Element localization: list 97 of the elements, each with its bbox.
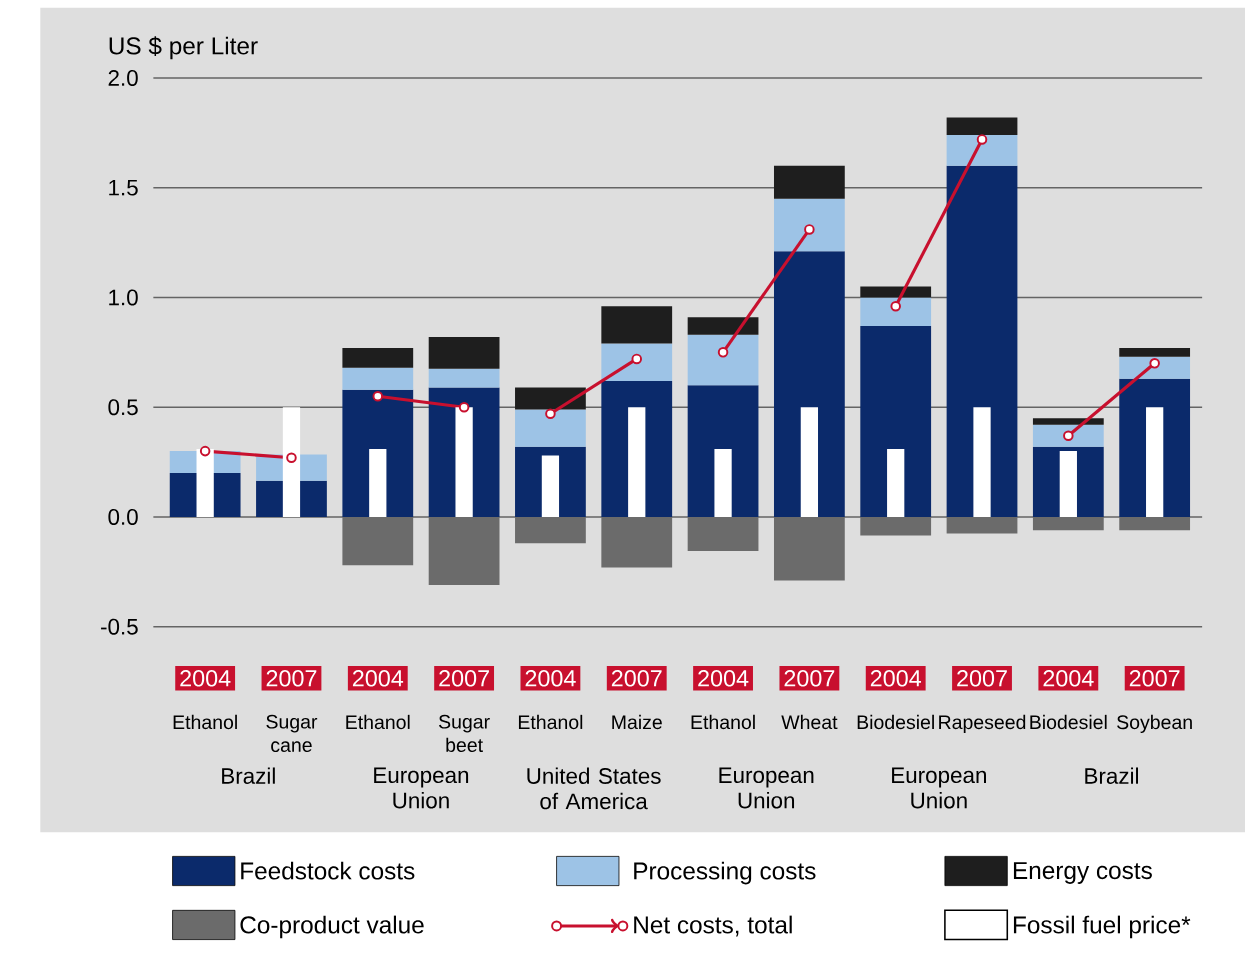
text: European Union (719, 767, 814, 809)
x-tick-label: 2004 (352, 670, 404, 687)
bar (1032, 424, 1104, 447)
y-tick-label: 1.5 (109, 179, 138, 196)
legend-label: Net costs, total (634, 915, 792, 937)
bar (1059, 451, 1077, 518)
bar (428, 368, 500, 388)
bar (714, 449, 732, 518)
bar (541, 455, 560, 518)
text: Sugar cane (266, 714, 318, 753)
y-axis-title: US $ per Liter (109, 36, 258, 60)
x-tick-label: 2007 (611, 670, 662, 687)
bar (860, 297, 932, 327)
bar (887, 449, 905, 518)
point (372, 391, 384, 402)
point (976, 134, 988, 145)
point (545, 408, 556, 420)
text: European Union (892, 767, 986, 809)
bar (973, 407, 991, 518)
point (199, 445, 211, 457)
point (1149, 358, 1160, 369)
y-tick-label: 0.5 (108, 399, 138, 416)
bar (369, 449, 387, 518)
bar (601, 517, 673, 568)
text: Biodesiel (857, 714, 934, 730)
legend-label: Processing costs (634, 861, 816, 885)
y-tick-label: 1.0 (109, 289, 138, 306)
bar (1119, 517, 1191, 531)
legend-label: Energy costs (1013, 862, 1152, 885)
text: Brazil (222, 767, 275, 784)
x-tick-label: 2004 (870, 670, 922, 687)
x-tick-label: 2007 (266, 670, 317, 687)
bar (282, 407, 301, 518)
text: European Union (374, 767, 469, 809)
bar (1032, 418, 1104, 425)
text: Sugar beet (438, 714, 490, 753)
x-tick-label: 2004 (180, 670, 231, 687)
x-tick-label: 2007 (1129, 670, 1180, 687)
point (458, 402, 470, 413)
text: Ethanol (346, 714, 410, 730)
bar (1119, 356, 1191, 379)
text: United States of America (527, 767, 661, 810)
y-tick-label: -0.5 (101, 618, 138, 635)
bar (515, 409, 586, 447)
bar (1119, 348, 1191, 357)
bar (773, 198, 845, 252)
bar (601, 306, 673, 344)
point (890, 301, 901, 312)
x-tick-label: 2004 (698, 670, 749, 687)
text: Biodesiel (1030, 714, 1107, 730)
point (1063, 430, 1074, 442)
text: Soybean (1117, 714, 1192, 734)
y-tick-label: 0.0 (108, 509, 138, 525)
text: Ethanol (518, 714, 583, 730)
bar (1146, 407, 1164, 518)
point (804, 224, 815, 235)
bar (428, 517, 500, 586)
x-tick-label: 2007 (439, 670, 489, 687)
legend-label: Co-product value (240, 915, 424, 939)
bar (628, 407, 646, 518)
text: Brazil (1085, 767, 1139, 784)
bar (342, 367, 414, 390)
bar (1032, 517, 1104, 531)
bar (687, 317, 759, 335)
bar (428, 337, 500, 369)
bar (946, 165, 1018, 518)
bar (515, 387, 586, 410)
bar (860, 517, 932, 536)
bar (773, 165, 845, 199)
legend-label: Feedstock costs (241, 861, 415, 880)
text: Wheat (781, 714, 838, 730)
x-tick-label: 2007 (957, 670, 1007, 687)
point (717, 347, 729, 358)
bar (860, 286, 932, 298)
bar (773, 517, 845, 581)
x-tick-label: 2004 (1043, 670, 1094, 687)
bar (946, 117, 1018, 136)
bar (342, 517, 414, 566)
bar (946, 135, 1018, 166)
bar (515, 517, 586, 544)
bar (800, 407, 819, 518)
y-tick-label: 2.0 (108, 70, 138, 86)
text: Maize (612, 714, 662, 730)
bar (601, 343, 673, 381)
x-tick-label: 2007 (784, 670, 835, 687)
x-tick-label: 2004 (525, 670, 576, 687)
bar (687, 517, 759, 552)
text: Ethanol (173, 714, 237, 730)
legend-label: Fossil fuel price* (1013, 915, 1191, 939)
text: Ethanol (691, 714, 755, 730)
bar (342, 348, 414, 368)
bar (860, 326, 932, 518)
bar (946, 517, 1018, 534)
point (631, 353, 643, 365)
bar (687, 334, 759, 386)
text: Rapeseed (939, 714, 1026, 734)
point (286, 452, 297, 464)
